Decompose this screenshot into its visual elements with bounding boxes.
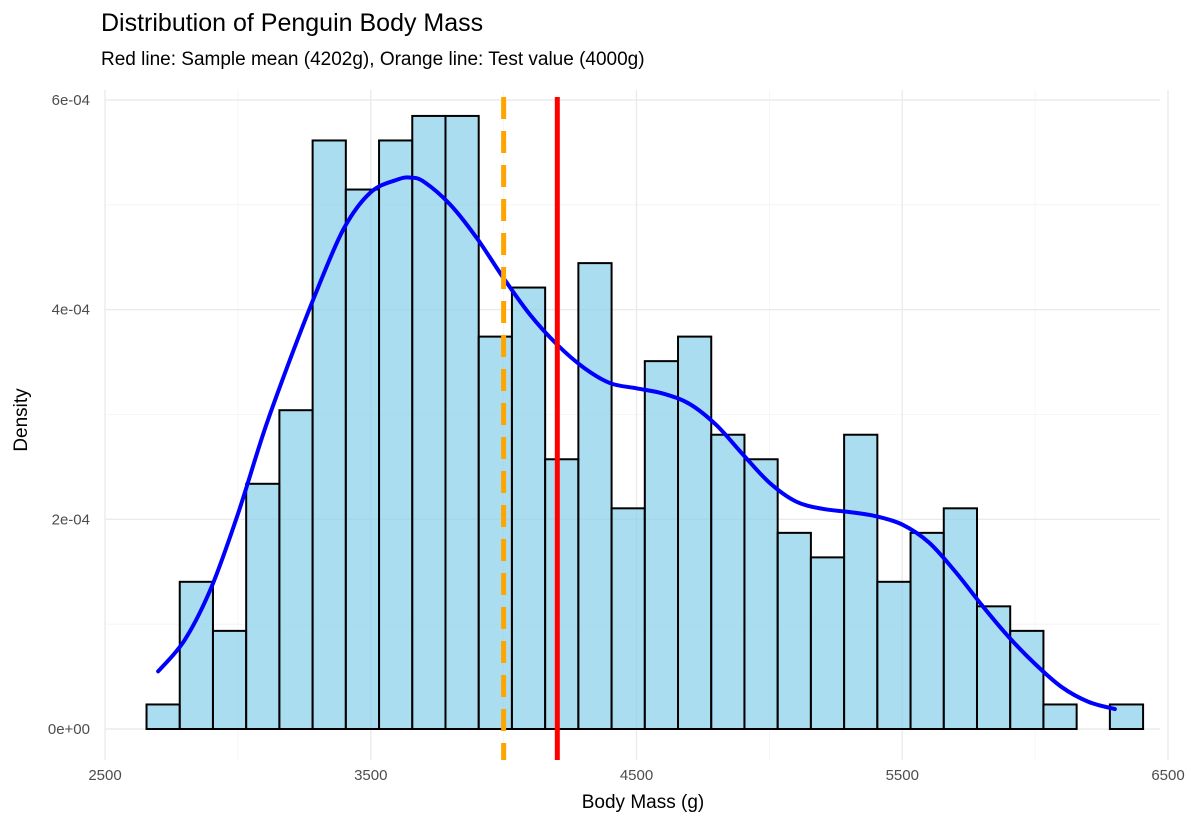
histogram-bar <box>843 433 879 730</box>
y-tick-label: 2e-04 <box>52 511 90 528</box>
density-curve-layer <box>156 175 1117 712</box>
histogram-bar <box>942 507 978 730</box>
histogram-bar <box>577 262 613 730</box>
histogram-bars <box>145 114 1145 731</box>
histogram-bar <box>876 580 912 731</box>
histogram-bar <box>677 335 713 730</box>
histogram-bar <box>610 507 646 730</box>
histogram-bar <box>743 458 779 730</box>
x-tick-label: 2500 <box>88 767 121 784</box>
histogram-bar <box>344 188 381 731</box>
histogram-bar <box>411 114 447 730</box>
histogram-bar <box>776 531 812 730</box>
x-tick-label: 3500 <box>354 767 387 784</box>
histogram-bar <box>510 286 547 730</box>
histogram-bar <box>145 703 181 730</box>
chart-title: Distribution of Penguin Body Mass <box>101 9 483 37</box>
histogram-bar <box>178 580 214 731</box>
y-tick-label: 4e-04 <box>52 302 90 319</box>
histogram-bar <box>444 114 480 730</box>
density-curve <box>156 175 1117 712</box>
histogram-bar <box>544 458 580 730</box>
x-axis-title: Body Mass (g) <box>582 792 704 813</box>
histogram-bar <box>245 482 281 730</box>
x-axis-ticks: 2500 3500 4500 5500 6500 <box>88 767 1184 784</box>
y-tick-label: 6e-04 <box>52 92 90 109</box>
histogram-bar <box>710 433 746 730</box>
histogram-bar <box>1042 703 1078 730</box>
chart-subtitle: Red line: Sample mean (4202g), Orange li… <box>101 49 645 70</box>
histogram-bar <box>378 139 414 731</box>
x-tick-label: 5500 <box>886 767 919 784</box>
histogram-bar <box>809 556 846 730</box>
histogram-bar <box>211 629 248 730</box>
histogram-bar <box>477 335 513 730</box>
x-tick-label: 6500 <box>1151 767 1184 784</box>
histogram-bar <box>278 409 314 730</box>
y-tick-label: 0e+00 <box>48 721 90 738</box>
y-axis-ticks: 0e+00 2e-04 4e-04 6e-04 <box>48 92 90 738</box>
y-axis-title: Density <box>11 388 32 452</box>
histogram-bar <box>311 139 347 731</box>
x-tick-label: 4500 <box>620 767 653 784</box>
histogram-bar <box>643 360 680 730</box>
histogram-bar <box>909 531 945 730</box>
histogram-bar <box>975 605 1012 730</box>
reference-lines <box>501 97 560 760</box>
